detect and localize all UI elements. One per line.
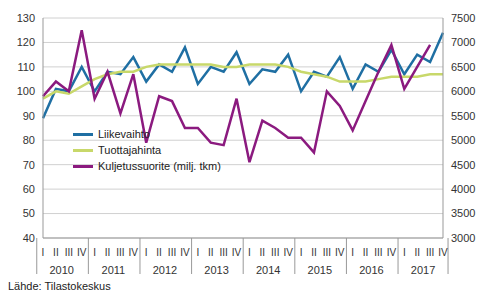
svg-text:2015: 2015 xyxy=(308,264,332,276)
svg-text:60: 60 xyxy=(23,183,35,195)
svg-text:2016: 2016 xyxy=(359,264,383,276)
svg-text:2011: 2011 xyxy=(102,264,126,276)
svg-text:2012: 2012 xyxy=(153,264,177,276)
svg-text:4500: 4500 xyxy=(451,159,475,171)
svg-text:III: III xyxy=(168,247,176,258)
svg-text:III: III xyxy=(271,247,279,258)
svg-text:I: I xyxy=(42,247,45,258)
html-text:Tuottajahinta: Tuottajahinta xyxy=(98,144,162,156)
svg-text:II: II xyxy=(156,247,162,258)
svg-text:130: 130 xyxy=(17,12,35,24)
svg-text:III: III xyxy=(65,247,73,258)
svg-text:7000: 7000 xyxy=(451,36,475,48)
svg-text:III: III xyxy=(426,247,434,258)
svg-text:II: II xyxy=(363,247,369,258)
svg-text:III: III xyxy=(116,247,124,258)
svg-text:5500: 5500 xyxy=(451,110,475,122)
svg-text:III: III xyxy=(219,247,227,258)
svg-text:3000: 3000 xyxy=(451,232,475,244)
svg-text:IV: IV xyxy=(129,247,139,258)
svg-text:70: 70 xyxy=(23,159,35,171)
svg-text:I: I xyxy=(196,247,199,258)
svg-text:II: II xyxy=(105,247,111,258)
svg-text:II: II xyxy=(311,247,317,258)
svg-text:4000: 4000 xyxy=(451,183,475,195)
svg-text:II: II xyxy=(414,247,420,258)
svg-text:2014: 2014 xyxy=(256,264,280,276)
svg-text:III: III xyxy=(323,247,331,258)
svg-text:IV: IV xyxy=(77,247,87,258)
svg-text:I: I xyxy=(145,247,148,258)
svg-text:IV: IV xyxy=(387,247,397,258)
svg-text:IV: IV xyxy=(180,247,190,258)
svg-text:II: II xyxy=(208,247,214,258)
html-text:Liikevaihto: Liikevaihto xyxy=(98,128,150,140)
svg-text:120: 120 xyxy=(17,36,35,48)
svg-text:I: I xyxy=(403,247,406,258)
svg-text:40: 40 xyxy=(23,232,35,244)
svg-text:III: III xyxy=(374,247,382,258)
svg-text:II: II xyxy=(260,247,266,258)
svg-text:80: 80 xyxy=(23,134,35,146)
svg-text:7500: 7500 xyxy=(451,12,475,24)
svg-text:I: I xyxy=(248,247,251,258)
svg-text:I: I xyxy=(351,247,354,258)
svg-text:I: I xyxy=(300,247,303,258)
svg-text:IV: IV xyxy=(232,247,242,258)
svg-text:IV: IV xyxy=(438,247,448,258)
svg-text:50: 50 xyxy=(23,207,35,219)
svg-text:II: II xyxy=(53,247,59,258)
html-text:Kuljetussuorite (milj. tkm): Kuljetussuorite (milj. tkm) xyxy=(98,160,221,172)
svg-text:100: 100 xyxy=(17,85,35,97)
svg-text:6000: 6000 xyxy=(451,85,475,97)
svg-text:6500: 6500 xyxy=(451,61,475,73)
svg-text:I: I xyxy=(93,247,96,258)
svg-text:2010: 2010 xyxy=(50,264,74,276)
svg-text:90: 90 xyxy=(23,110,35,122)
svg-text:5000: 5000 xyxy=(451,134,475,146)
svg-text:3500: 3500 xyxy=(451,207,475,219)
svg-text:IV: IV xyxy=(283,247,293,258)
svg-text:2013: 2013 xyxy=(204,264,228,276)
svg-text:IV: IV xyxy=(335,247,345,258)
svg-text:110: 110 xyxy=(17,61,35,73)
svg-text:2017: 2017 xyxy=(411,264,435,276)
html-text:Lähde: Tilastokeskus: Lähde: Tilastokeskus xyxy=(8,280,111,292)
